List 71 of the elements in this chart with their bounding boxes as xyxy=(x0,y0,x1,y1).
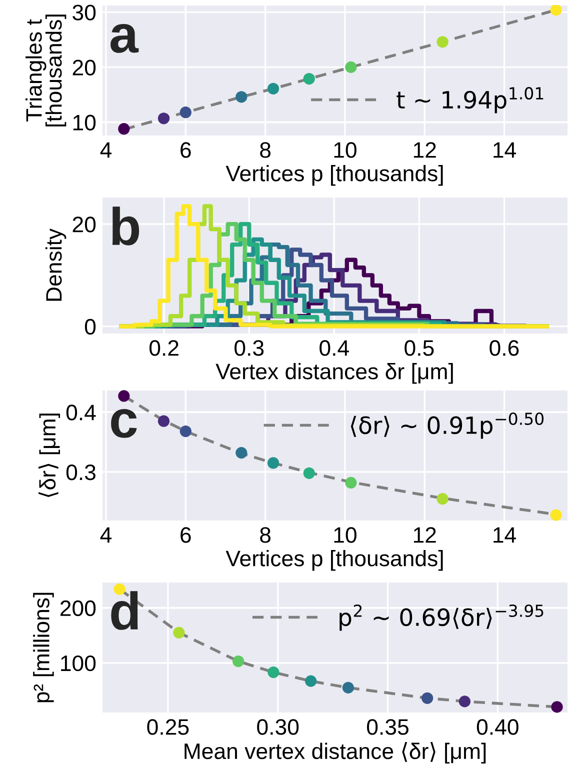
point xyxy=(158,112,170,124)
y-tick-label: 30 xyxy=(72,4,96,20)
point xyxy=(268,666,280,678)
legend-label: t ~ 1.94p$^{1.01}$ xyxy=(396,87,544,114)
y-tick-label: 20 xyxy=(72,216,96,232)
x-tick-label: 4 xyxy=(100,527,112,543)
x-tick-label: 12 xyxy=(414,142,436,158)
x-axis-title: Mean vertex distance ⟨δr⟩ [μm] xyxy=(184,742,486,764)
y-tick-label: 0 xyxy=(84,318,96,335)
point xyxy=(118,390,130,402)
x-tick-label: 8 xyxy=(260,142,271,158)
x-tick-label: 0.6 xyxy=(490,340,519,356)
point xyxy=(550,5,562,16)
point xyxy=(458,696,470,708)
y-tick-label: 200 xyxy=(60,600,96,616)
x-tick-label: 0.40 xyxy=(476,719,518,735)
x-tick-label: 0.2 xyxy=(150,340,178,356)
point xyxy=(345,61,357,74)
y-axis-title: Density xyxy=(45,228,66,301)
point xyxy=(158,415,170,427)
annotation: c xyxy=(111,409,137,438)
point xyxy=(422,692,434,704)
x-tick-label: 0.30 xyxy=(257,719,299,735)
annotation: b xyxy=(112,206,140,246)
point xyxy=(551,701,563,713)
x-tick-label: 14 xyxy=(494,527,516,543)
x-axis-title: Vertices p [thousands] xyxy=(226,550,443,571)
y-tick-label: 0.4 xyxy=(66,404,96,420)
legend-label: ⟨δr⟩ ~ 0.91p$^{−0.50}$ xyxy=(350,412,544,439)
point xyxy=(303,467,315,479)
point xyxy=(345,476,357,489)
point xyxy=(267,82,280,94)
point xyxy=(236,91,248,103)
y-axis-title: ⟨δr⟩ [μm] xyxy=(38,414,60,497)
x-tick-label: 8 xyxy=(260,527,271,543)
y-tick-label: 10 xyxy=(73,114,96,131)
y-axis-title: Triangles t [thousands] xyxy=(26,14,66,126)
x-tick-label: 6 xyxy=(180,527,191,543)
x-tick-label: 6 xyxy=(180,142,191,158)
y-tick-label: 0.3 xyxy=(66,464,96,480)
x-tick-label: 14 xyxy=(494,142,516,158)
x-tick-label: 0.3 xyxy=(234,340,264,356)
point xyxy=(550,509,562,521)
point xyxy=(267,457,280,469)
x-tick-label: 10 xyxy=(334,142,356,158)
x-axis-title: Vertices p [thousands] xyxy=(226,165,443,186)
x-tick-label: 0.35 xyxy=(367,719,408,735)
x-tick-label: 0.25 xyxy=(147,719,189,735)
y-tick-label: 20 xyxy=(72,60,96,76)
point xyxy=(436,36,448,48)
legend-label: p$^{2}$ ~ 0.69⟨δr⟩$^{−3.95}$ xyxy=(340,604,544,631)
x-tick-label: 4 xyxy=(100,142,112,158)
x-axis-title: Vertex distances δr [μm] xyxy=(216,363,453,384)
point xyxy=(180,106,192,118)
point xyxy=(180,425,192,438)
point xyxy=(232,655,244,668)
y-tick-label: 100 xyxy=(61,655,96,672)
point xyxy=(342,682,354,694)
point xyxy=(236,447,248,459)
x-tick-label: 0.4 xyxy=(320,340,349,356)
point xyxy=(173,626,185,638)
annotation: a xyxy=(110,24,139,53)
point xyxy=(436,493,448,505)
point xyxy=(305,675,317,687)
point xyxy=(118,123,130,135)
annotation: d xyxy=(111,591,138,630)
x-tick-label: 10 xyxy=(334,527,356,543)
point xyxy=(303,72,315,85)
y-axis-title: p² [millions] xyxy=(33,592,54,702)
x-tick-label: 12 xyxy=(414,527,436,543)
x-tick-label: 0.5 xyxy=(404,340,434,356)
